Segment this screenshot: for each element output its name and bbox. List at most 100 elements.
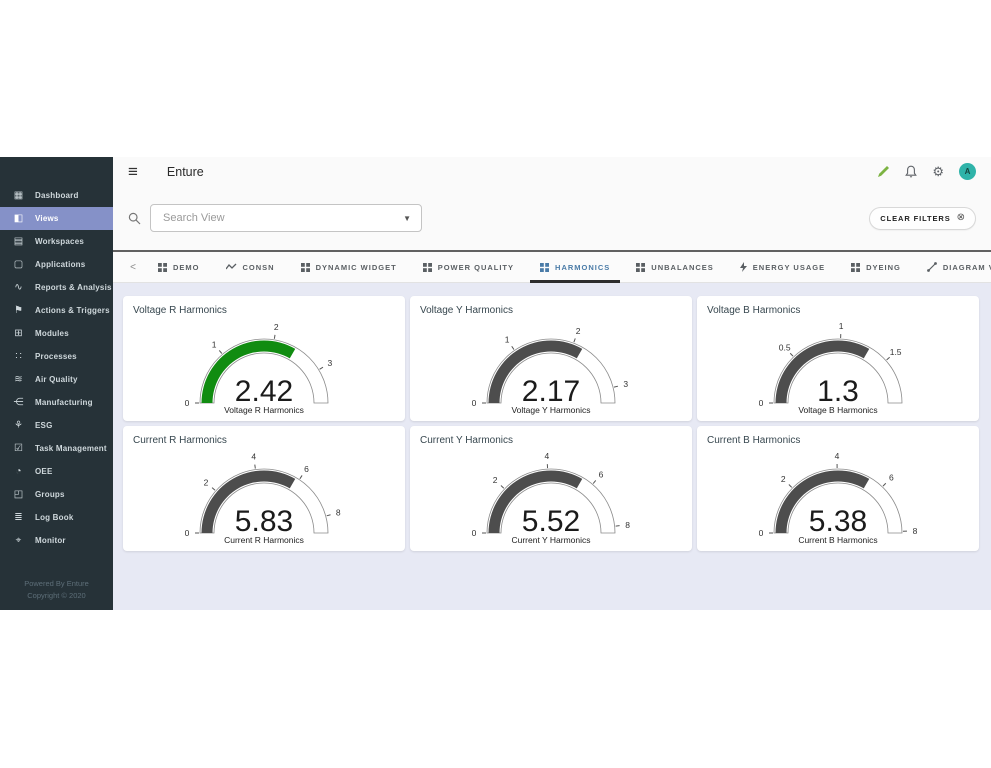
sidebar-item-reports-analysis[interactable]: ∿ Reports & Analysis [0,276,113,299]
gauge-value: 5.83 [235,505,293,538]
processes-frame-icon: ∷ [15,350,22,362]
tab-label: POWER QUALITY [437,262,515,272]
gauge: 0 2 4 6 8 5.52 Current Y Harmonics [410,443,692,547]
svg-text:6: 6 [304,464,309,474]
settings-gear-icon[interactable]: ⚙ [932,164,944,179]
sidebar-item-label: OEE [35,467,53,476]
sidebar-item-label: Manufacturing [35,398,93,407]
top-bar: ≡ Enture ⚙ A [113,157,991,186]
tab-energy-usage[interactable]: ENERGY USAGE [727,252,838,282]
sidebar-item-label: Actions & Triggers [35,306,110,315]
sidebar-item-applications[interactable]: ▢ Applications [0,253,113,276]
sidebar-nav: ▦ Dashboard ◧ Views ▤ Workspaces ▢ Applications… [0,157,113,552]
svg-text:2: 2 [204,477,209,487]
sidebar-item-label: Views [35,214,59,223]
grid-icon [851,262,861,272]
gauge-label: Voltage Y Harmonics [511,405,590,415]
search-view-input[interactable] [161,211,398,225]
manufacturing-flow-icon: ⋲ [13,396,24,408]
gauge-label: Voltage R Harmonics [224,405,304,415]
workspaces-folder-icon: ▤ [13,235,24,247]
tab-harmonics[interactable]: HARMONICS [527,252,623,283]
sidebar-item-label: ESG [35,421,53,430]
gauge: 0 2 4 6 8 5.83 Current R Harmonics [123,443,405,547]
air-quality-icon: ≋ [14,373,23,385]
applications-window-icon: ▢ [13,258,24,270]
edit-pencil-icon[interactable] [877,165,890,178]
sidebar-item-dashboard[interactable]: ▦ Dashboard [0,184,113,207]
sidebar-item-groups[interactable]: ◰ Groups [0,483,113,506]
card-title: Voltage B Harmonics [707,305,801,316]
sidebar-item-workspaces[interactable]: ▤ Workspaces [0,230,113,253]
card-title: Voltage R Harmonics [133,305,227,316]
svg-text:0: 0 [185,398,190,408]
sidebar-item-esg[interactable]: ⚘ ESG [0,414,113,437]
tab-power-quality[interactable]: POWER QUALITY [410,252,527,282]
menu-icon[interactable]: ≡ [128,162,138,181]
svg-text:8: 8 [913,526,918,536]
sidebar-item-monitor[interactable]: ⌖ Monitor [0,529,113,552]
sidebar-item-processes[interactable]: ∷ Processes [0,345,113,368]
sidebar-item-manufacturing[interactable]: ⋲ Manufacturing [0,391,113,414]
actions-alert-icon: ⚑ [14,304,23,316]
tab-label: DYEING [866,262,901,272]
sidebar-item-label: Monitor [35,536,66,545]
clear-filters-label: CLEAR FILTERS [880,213,951,223]
grid-icon [300,262,310,272]
views-carousel-icon: ◧ [13,212,24,224]
gauge-label: Current Y Harmonics [511,535,590,545]
svg-text:3: 3 [623,379,628,389]
chevron-down-icon[interactable]: ▼ [403,213,411,223]
tab-label: DEMO [173,262,200,272]
sidebar-item-label: Groups [35,490,65,499]
logbook-book-icon: ≣ [14,511,23,523]
app-window: ▦ Dashboard ◧ Views ▤ Workspaces ▢ Applications… [0,157,991,610]
tab-demo[interactable]: DEMO [145,252,213,282]
sidebar-item-actions-triggers[interactable]: ⚑ Actions & Triggers [0,299,113,322]
svg-text:2: 2 [274,322,279,332]
grid-icon [158,262,167,272]
avatar-initial: A [964,167,971,176]
sidebar-item-label: Log Book [35,513,74,522]
notifications-bell-icon[interactable] [905,165,918,179]
sidebar-item-task-management[interactable]: ☑ Task Management [0,437,113,460]
tab-diagram-view[interactable]: DIAGRAM VIEW [914,252,991,282]
tab-dyeing[interactable]: DYEING [838,252,914,282]
grid-icon [636,262,646,272]
main-panel: ≡ Enture ⚙ A ▼ [113,157,991,610]
tab-consn[interactable]: CONSN [213,252,288,282]
svg-text:6: 6 [889,472,894,482]
sidebar-item-modules[interactable]: ⊞ Modules [0,322,113,345]
clear-filters-button[interactable]: CLEAR FILTERS ⊗ [869,206,976,230]
sidebar-item-views[interactable]: ◧ Views [0,207,113,230]
gauge-card-voltage-y-harmonics: Voltage Y Harmonics 0 1 2 3 2.17 Voltage Y Har… [410,296,692,421]
gauge-label: Current R Harmonics [224,535,304,545]
sidebar-item-log-book[interactable]: ≣ Log Book [0,506,113,529]
sidebar-item-oee[interactable]: ◔ OEE [0,460,113,483]
gauge-label: Current B Harmonics [798,535,877,545]
svg-text:0: 0 [185,528,190,538]
gauge-card-voltage-r-harmonics: Voltage R Harmonics 0 1 2 3 2.42 Voltage R Har… [123,296,405,421]
tab-dynamic-widget[interactable]: DYNAMIC WIDGET [288,252,410,282]
sidebar-item-air-quality[interactable]: ≋ Air Quality [0,368,113,391]
monitor-network-icon: ⌖ [15,534,22,546]
gauge-card-voltage-b-harmonics: Voltage B Harmonics 0 0.5 1 1.5 1.3 Voltage B … [697,296,979,421]
groups-photo-icon: ◰ [13,488,24,500]
sidebar-item-label: Applications [35,260,86,269]
search-view-select[interactable]: ▼ [150,204,422,232]
svg-text:2: 2 [493,475,498,485]
gauge: 0 1 2 3 2.17 Voltage Y Harmonics [410,313,692,417]
svg-text:0: 0 [759,398,764,408]
svg-text:6: 6 [599,469,604,479]
app-title: Enture [166,164,204,179]
esg-plant-icon: ⚘ [14,419,23,431]
user-avatar[interactable]: A [959,163,976,180]
tab-unbalances[interactable]: UNBALANCES [623,252,727,282]
chevron-left-icon[interactable]: < [130,261,136,273]
sidebar-item-label: Workspaces [35,237,84,246]
